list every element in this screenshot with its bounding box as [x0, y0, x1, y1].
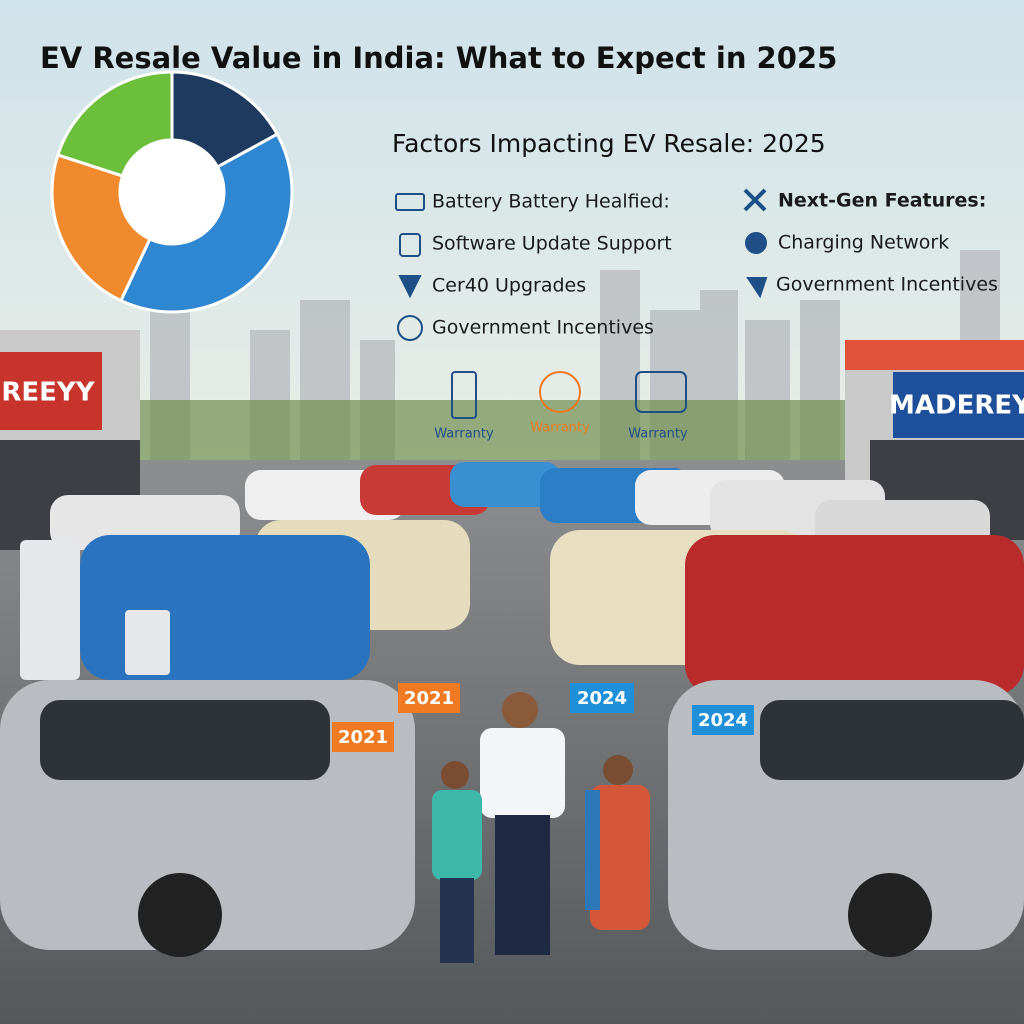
factor: Next-Gen Features:: [778, 190, 986, 212]
icons: [395, 188, 768, 419]
year-tag: [692, 705, 754, 735]
warranty-label: Warranty: [530, 421, 590, 436]
cars: [0, 462, 1024, 957]
year-tag-text: 2024: [577, 688, 627, 709]
sign-left: [0, 352, 102, 430]
factor: Government Incentives: [432, 317, 654, 339]
factor: Charging Network: [778, 232, 949, 254]
sign-text: REEYY: [1, 378, 95, 408]
donut-chart: [50, 70, 294, 314]
donut-hole: [120, 140, 224, 244]
year-tag-text: 2021: [338, 727, 388, 748]
year-tag: [398, 683, 460, 713]
factor: Battery Battery Healfied:: [432, 191, 670, 213]
year-tag: [332, 722, 394, 752]
warranty-label: Warranty: [628, 427, 688, 442]
roof: [845, 340, 1024, 370]
year-tag-text: 2024: [698, 710, 748, 731]
year-tag-text: 2021: [404, 688, 454, 709]
subtitle: Factors Impacting EV Resale: 2025: [392, 129, 826, 158]
year-tag: [570, 683, 634, 713]
factor: Government Incentives: [776, 274, 998, 296]
sign-right: [893, 372, 1024, 438]
factor: Cer40 Upgrades: [432, 275, 586, 297]
sign-text: MADEREY: [889, 391, 1024, 421]
factor: Software Update Support: [432, 233, 672, 255]
warranty-label: Warranty: [434, 427, 494, 442]
people: [432, 692, 650, 963]
title: EV Resale Value in India: What to Expect…: [40, 41, 837, 75]
